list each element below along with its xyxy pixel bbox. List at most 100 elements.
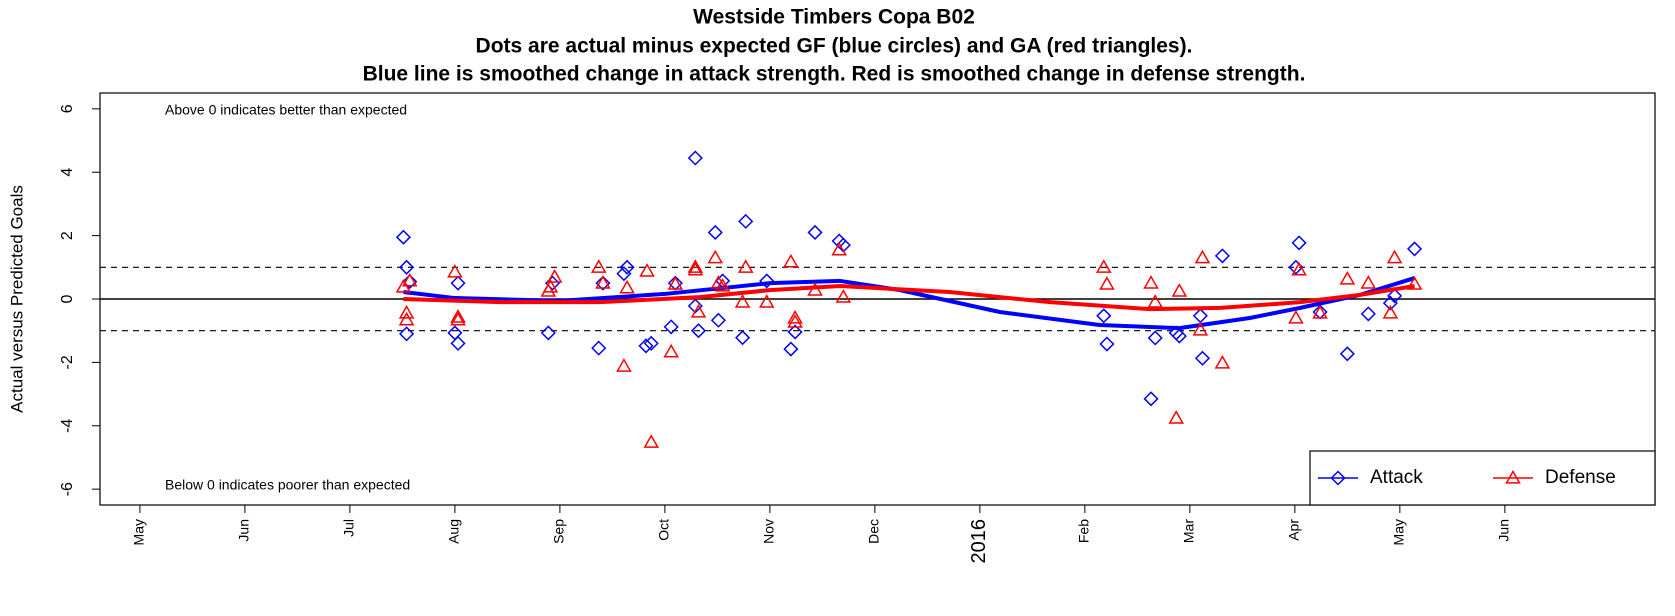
data-point [738, 213, 754, 229]
y-tick-label: 6 [59, 104, 76, 113]
data-point [663, 319, 679, 335]
data-point [1288, 310, 1304, 324]
data-point [595, 275, 611, 291]
data-point [1406, 276, 1423, 290]
x-tick-label: Dec [866, 519, 882, 544]
data-point [398, 304, 415, 319]
x-tick-label: Nov [761, 519, 777, 544]
data-point [787, 324, 803, 340]
data-point [542, 278, 559, 293]
data-point [690, 323, 707, 339]
data-point [450, 309, 466, 323]
x-tick-label: Feb [1076, 519, 1092, 543]
data-point [1312, 304, 1328, 319]
data-point [401, 272, 418, 287]
data-point [714, 277, 731, 292]
data-point [1194, 350, 1211, 366]
x-tick-label: May [131, 519, 147, 545]
data-point [707, 249, 724, 264]
data-point [807, 224, 823, 241]
data-point [737, 259, 754, 273]
data-point [687, 150, 703, 166]
data-point [1194, 249, 1211, 264]
data-point [643, 335, 659, 351]
legend-box [1309, 450, 1656, 506]
chart-subtitle: Dots are actual minus expected GF (blue … [476, 35, 1193, 58]
data-point [1339, 271, 1356, 285]
data-point [540, 325, 556, 341]
y-tick-label: 4 [59, 168, 76, 177]
data-point [1406, 241, 1423, 257]
data-point [734, 294, 751, 308]
data-point [663, 343, 679, 358]
x-tick-label: Apr [1286, 519, 1302, 541]
x-tick-label: May [1391, 519, 1407, 545]
data-point [831, 233, 847, 249]
x-tick-label: 2016 [968, 519, 990, 564]
data-point [1214, 355, 1231, 369]
data-point [787, 314, 803, 328]
data-point [1147, 294, 1164, 308]
data-point [1099, 276, 1115, 290]
x-tick-label: Sep [551, 519, 567, 544]
data-point [1360, 306, 1376, 322]
data-point [595, 275, 611, 289]
data-point [398, 311, 415, 326]
data-point [638, 338, 654, 354]
smooth-line [403, 276, 1416, 331]
data-point [735, 330, 751, 346]
data-point [399, 326, 415, 342]
y-tick-label: -6 [59, 482, 76, 496]
x-tick-label: Jun [236, 519, 252, 542]
data-point [1168, 410, 1185, 424]
chart-subtitle: Blue line is smoothed change in attack s… [363, 63, 1306, 86]
data-point [450, 335, 466, 351]
data-point [450, 311, 466, 326]
data-point [1192, 308, 1208, 324]
data-point [759, 273, 775, 289]
data-point [616, 266, 632, 282]
data-point [831, 241, 847, 256]
data-point [1291, 235, 1307, 251]
data-point [395, 229, 412, 245]
data-point [402, 274, 418, 290]
smooth-line [403, 284, 1415, 312]
legend-marker [1505, 469, 1521, 484]
data-point [450, 275, 466, 291]
data-point [1099, 336, 1115, 352]
data-point [1171, 283, 1188, 297]
data-point [590, 259, 607, 273]
data-point [690, 303, 707, 318]
data-point [1095, 259, 1112, 273]
x-tick-label: Aug [446, 519, 462, 544]
data-point [1143, 275, 1159, 289]
data-point [1171, 328, 1187, 344]
data-point [835, 289, 852, 303]
data-point [616, 358, 632, 372]
annotation: Above 0 indicates better than expected [165, 102, 407, 118]
data-point [787, 310, 803, 324]
data-point [619, 259, 635, 275]
y-tick-label: -2 [59, 355, 76, 369]
data-point [707, 224, 723, 241]
data-point [758, 294, 775, 308]
data-point [1382, 304, 1399, 319]
y-tick-label: 2 [59, 231, 76, 240]
legend-marker [1330, 470, 1346, 486]
x-tick-label: Mar [1181, 519, 1197, 543]
data-point [687, 259, 704, 273]
data-point [1147, 330, 1163, 346]
data-point [399, 259, 415, 275]
legend-label: Defense [1545, 467, 1616, 488]
data-point [639, 263, 655, 277]
data-point [591, 340, 607, 356]
data-point [1096, 308, 1112, 324]
chart-title: Westside Timbers Copa B02 [693, 6, 975, 29]
data-point [1291, 261, 1307, 276]
data-point [546, 269, 563, 283]
y-axis-label: Actual versus Predicted Goals [7, 185, 26, 413]
data-point [687, 261, 704, 276]
x-tick-label: Jul [341, 519, 357, 537]
data-point [619, 279, 635, 294]
